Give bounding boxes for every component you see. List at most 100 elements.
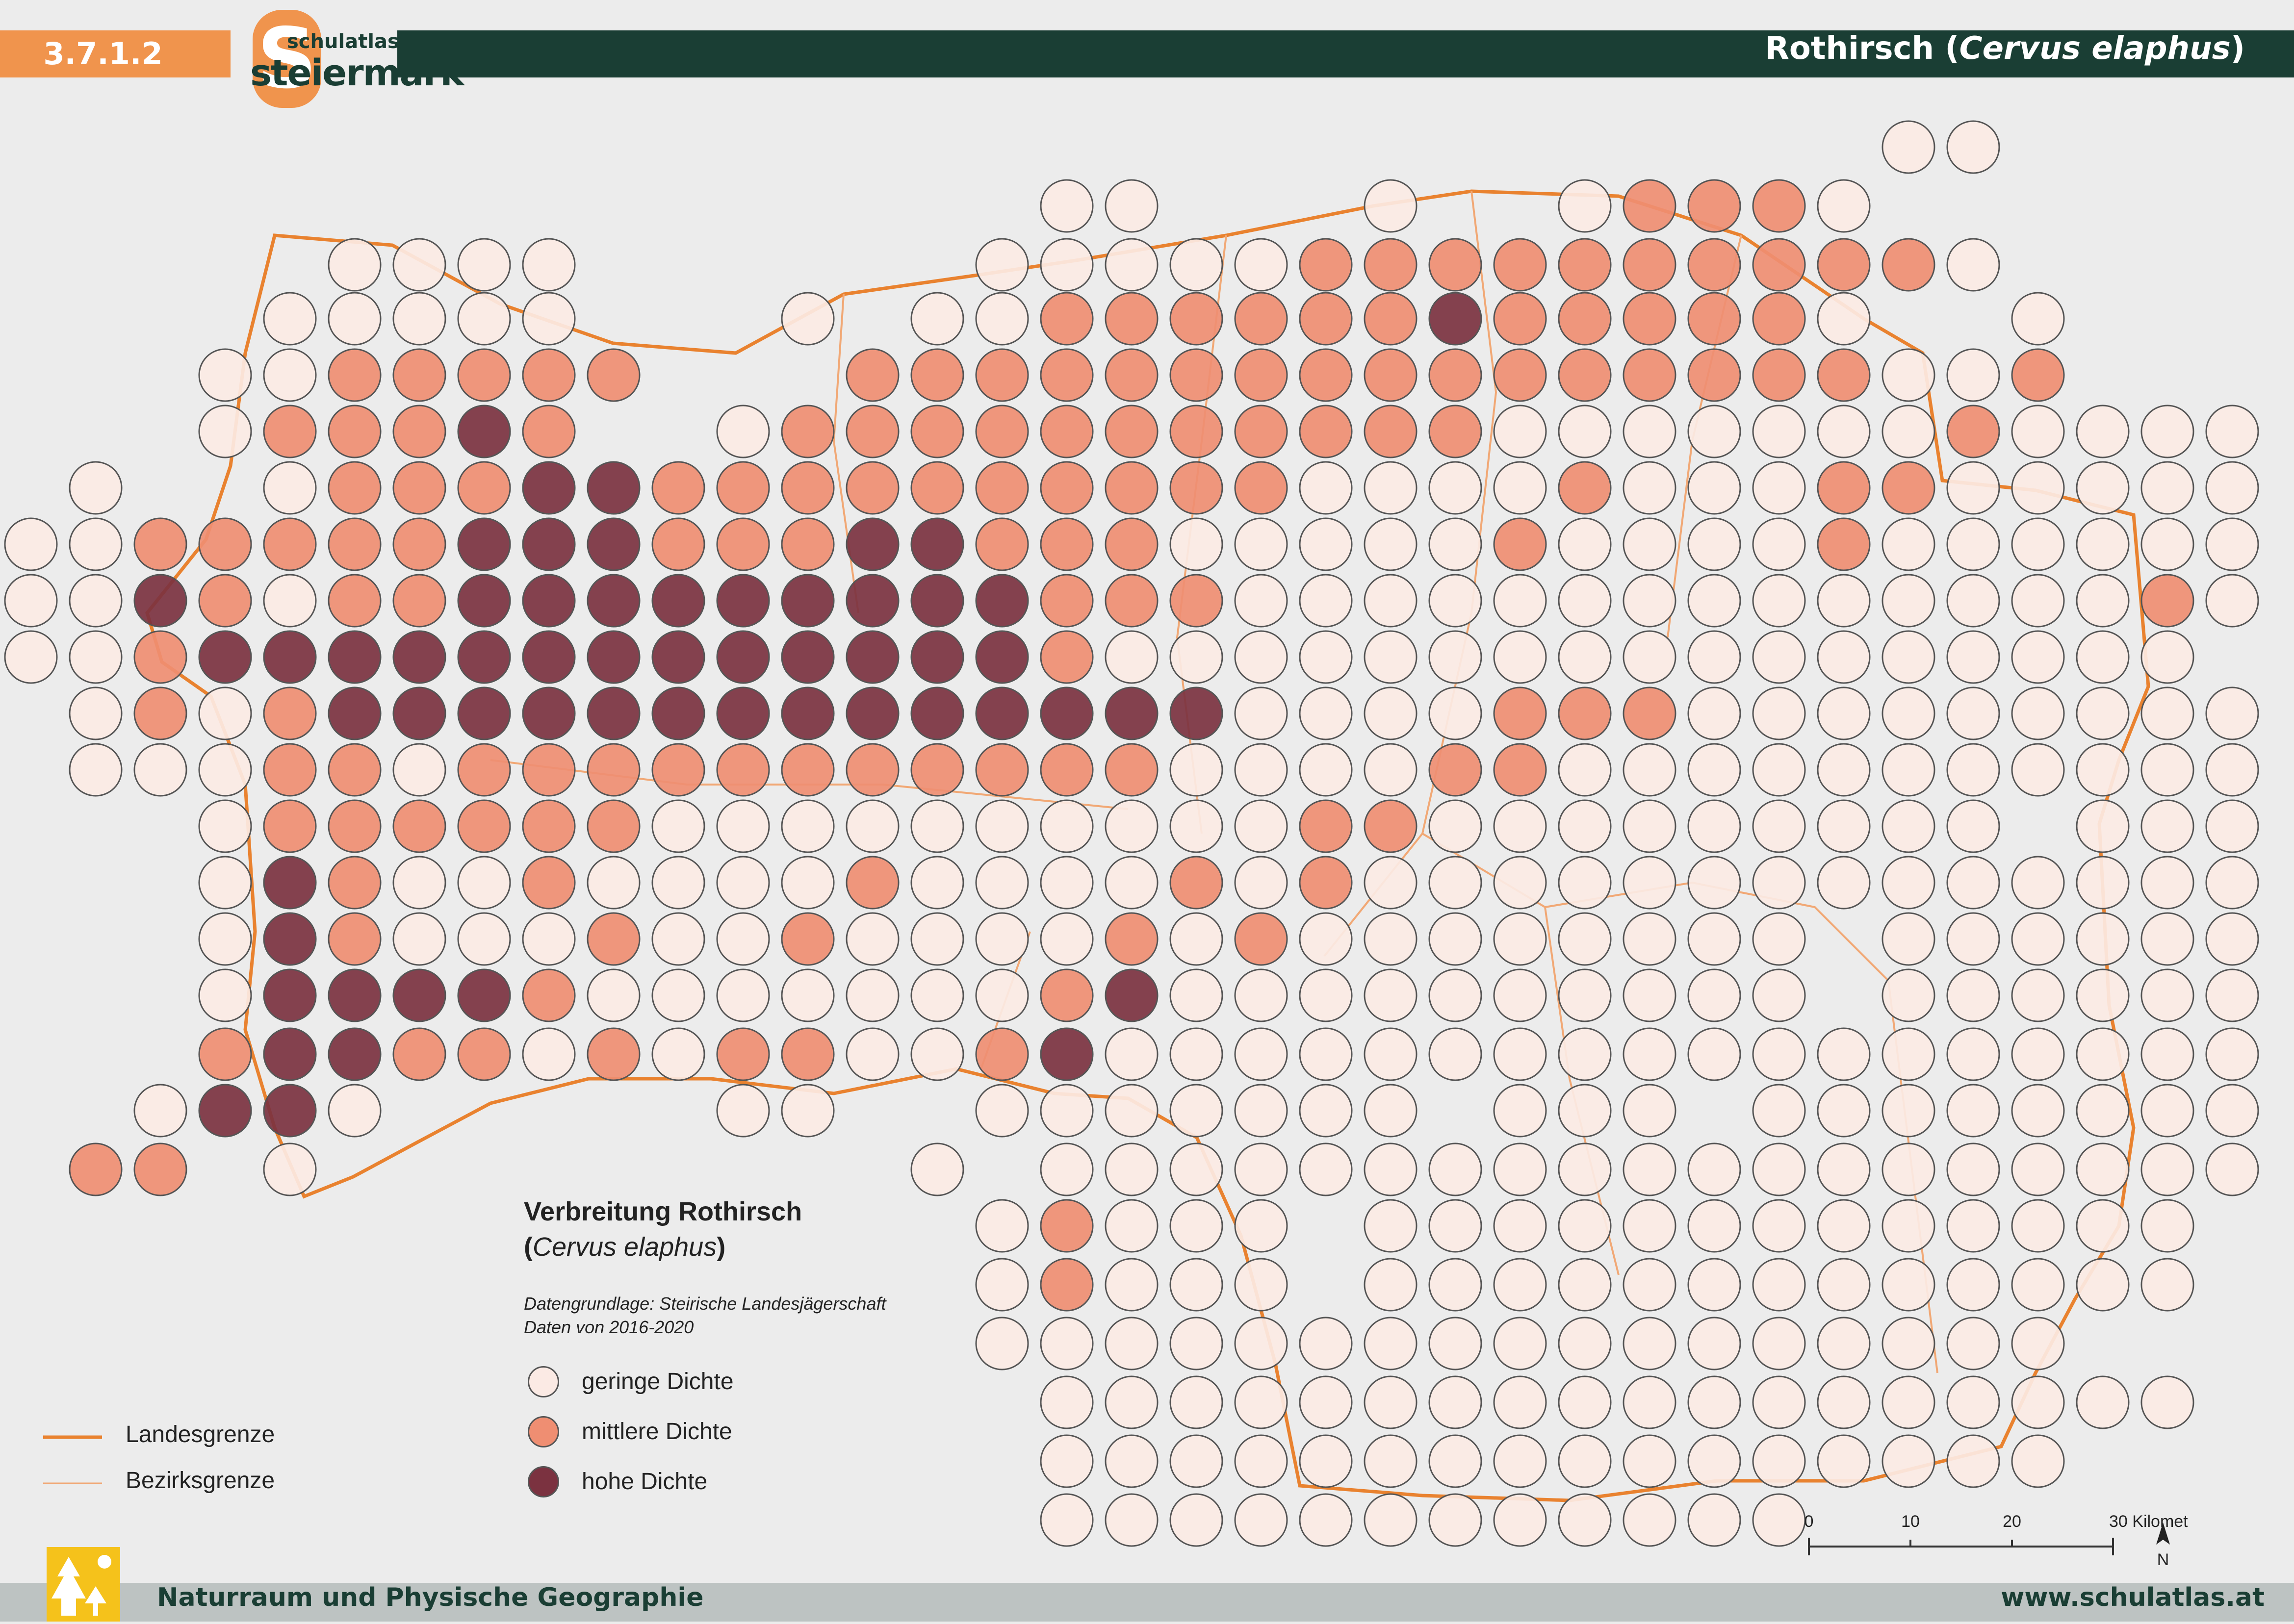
density-cell-low (781, 799, 835, 853)
density-cell-low (2011, 1027, 2065, 1081)
density-cell-low (1946, 1434, 2000, 1488)
density-cell-medium (1105, 574, 1159, 628)
density-cell-medium (1169, 292, 1223, 346)
map-title-species: Cervus elaphus (1959, 30, 2231, 67)
density-cell-medium (1687, 238, 1741, 292)
density-cell-low (1687, 968, 1741, 1022)
density-cell-low (2205, 912, 2259, 966)
density-cell-medium (198, 574, 252, 628)
density-cell-low (1623, 1027, 1676, 1081)
density-cell-low (1558, 405, 1612, 458)
density-cell-low (2205, 517, 2259, 571)
density-cell-low (1299, 630, 1353, 684)
density-cell-medium (328, 574, 382, 628)
density-cell-low (1882, 405, 1935, 458)
density-cell-low (1493, 574, 1547, 628)
density-cell-high (1169, 686, 1223, 740)
density-cell-low (2205, 461, 2259, 515)
density-cell-low (1364, 968, 1418, 1022)
density-cell-medium (1234, 405, 1288, 458)
density-cell-low (1428, 912, 1482, 966)
density-cell-low (2205, 856, 2259, 910)
density-cell-low (1040, 1434, 1094, 1488)
density-cell-low (1299, 743, 1353, 797)
density-cell-low (1882, 1258, 1935, 1312)
density-cell-medium (781, 743, 835, 797)
density-cell-high (1105, 968, 1159, 1022)
density-cell-low (651, 1027, 705, 1081)
density-cell-low (716, 1084, 770, 1138)
density-cell-high (457, 968, 511, 1022)
density-cell-low (910, 968, 964, 1022)
density-cell-low (1623, 968, 1676, 1022)
density-cell-high (328, 1027, 382, 1081)
density-cell-medium (263, 405, 317, 458)
density-cell-low (1493, 1317, 1547, 1370)
density-cell-medium (522, 856, 576, 910)
density-cell-low (1946, 1375, 2000, 1429)
density-cell-medium (457, 461, 511, 515)
density-cell-low (1752, 405, 1806, 458)
density-cell-low (1946, 856, 2000, 910)
density-cell-medium (846, 743, 900, 797)
density-cell-high (1105, 686, 1159, 740)
density-cell-high (328, 630, 382, 684)
density-cell-medium (781, 912, 835, 966)
trees-icon (47, 1547, 120, 1622)
density-cell-low (1169, 1199, 1223, 1253)
density-cell-low (1105, 1375, 1159, 1429)
density-cell-medium (1299, 348, 1353, 402)
density-cell-medium (716, 517, 770, 571)
density-cell-medium (975, 405, 1029, 458)
density-cell-low (1299, 517, 1353, 571)
density-cell-low (2205, 743, 2259, 797)
density-cell-low (2076, 1258, 2130, 1312)
density-cell-medium (1105, 461, 1159, 515)
density-cell-low (1558, 799, 1612, 853)
density-cell-low (1234, 799, 1288, 853)
density-cell-low (198, 968, 252, 1022)
density-cell-medium (1105, 348, 1159, 402)
density-cell-medium (392, 517, 446, 571)
density-cell-low (2140, 1142, 2194, 1196)
density-cell-low (1752, 574, 1806, 628)
density-cell-low (1817, 1084, 1871, 1138)
density-cell-low (1234, 856, 1288, 910)
landesgrenze-label: Landesgrenze (126, 1421, 275, 1447)
density-cell-medium (1428, 405, 1482, 458)
density-cell-low (1882, 686, 1935, 740)
density-cell-medium (328, 856, 382, 910)
density-cell-medium (69, 1142, 123, 1196)
density-cell-low (1882, 348, 1935, 402)
density-cell-low (1234, 1027, 1288, 1081)
density-cell-low (1234, 1084, 1288, 1138)
logo-small-text: schulatlas (287, 30, 399, 53)
density-cell-low (910, 292, 964, 346)
density-cell-low (1817, 743, 1871, 797)
density-cell-medium (1493, 517, 1547, 571)
density-cell-medium (1040, 574, 1094, 628)
density-cell-low (1040, 1084, 1094, 1138)
density-cell-low (1493, 461, 1547, 515)
density-cell-low (1882, 743, 1935, 797)
density-cell-low (1428, 1142, 1482, 1196)
density-cell-high (522, 686, 576, 740)
density-cell-low (1687, 405, 1741, 458)
density-cell-low (2011, 968, 2065, 1022)
density-cell-medium (1687, 292, 1741, 346)
density-cell-medium (1299, 856, 1353, 910)
density-cell-low (1946, 517, 2000, 571)
density-cell-low (1687, 1493, 1741, 1547)
density-cell-low (1105, 1027, 1159, 1081)
density-cell-low (975, 1258, 1029, 1312)
observation-grid (4, 120, 2259, 1547)
density-cell-low (1558, 574, 1612, 628)
density-cell-low (1687, 574, 1741, 628)
density-cell-medium (1428, 348, 1482, 402)
density-cell-low (2011, 1375, 2065, 1429)
density-cell-low (1752, 968, 1806, 1022)
footer-url[interactable]: www.schulatlas.at (2001, 1583, 2265, 1612)
density-cell-low (1752, 630, 1806, 684)
density-cell-low (1040, 1375, 1094, 1429)
density-cell-low (1558, 517, 1612, 571)
